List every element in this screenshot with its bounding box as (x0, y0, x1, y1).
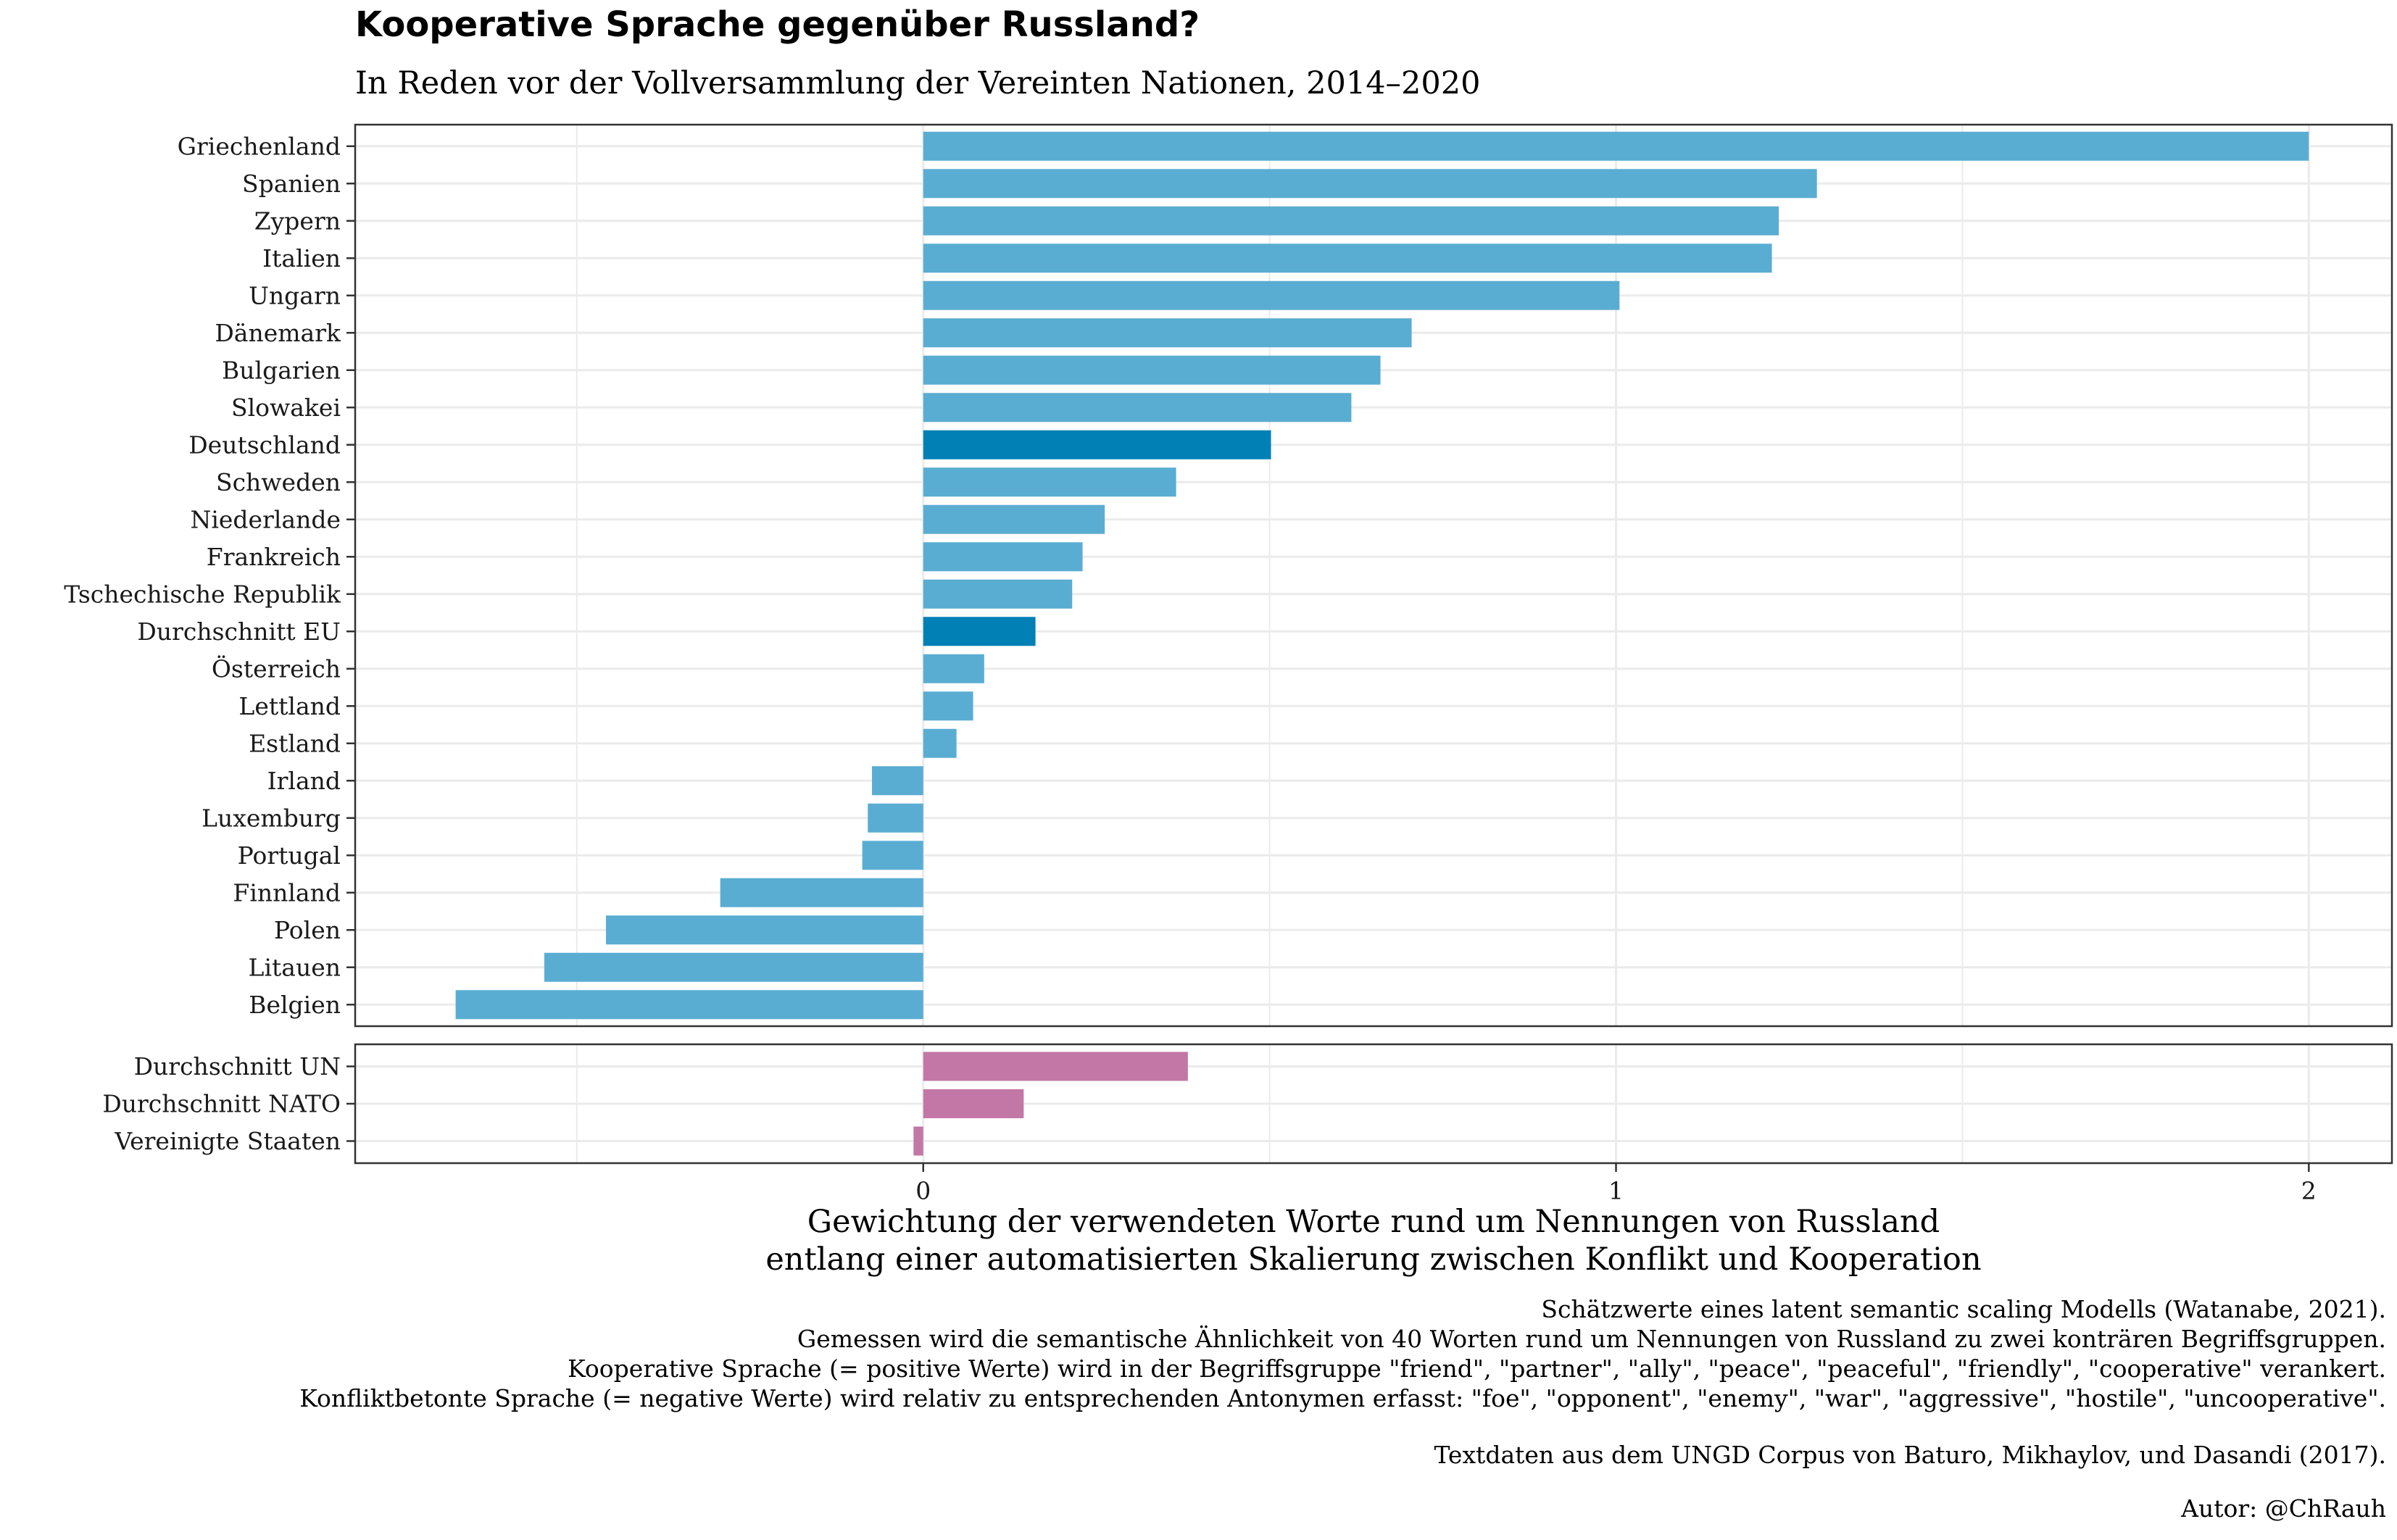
chart-title: Kooperative Sprache gegenüber Russland? (355, 4, 1200, 45)
y-tick-label: Vereinigte Staaten (114, 1127, 341, 1155)
bar-litauen (544, 952, 923, 982)
y-tick-label: Griechenland (178, 132, 341, 160)
bar-ungarn (923, 280, 1620, 310)
bar-italien (923, 244, 1772, 273)
y-tick-label: Italien (262, 244, 341, 272)
bar-frankreich (923, 542, 1083, 572)
bar-layer (455, 131, 2309, 1156)
bar-durchschnitt-eu (923, 617, 1036, 646)
caption-line: Schätzwerte eines latent semantic scalin… (1541, 1295, 2386, 1323)
bar-polen (605, 915, 923, 945)
author-credit: Autor: @ChRauh (2181, 1494, 2386, 1523)
x-tick-label: 0 (915, 1177, 931, 1205)
bar-vereinigte-staaten (913, 1126, 923, 1156)
bar-tschechische-republik (923, 579, 1073, 609)
x-axis-title-line1: Gewichtung der verwendeten Worte rund um… (807, 1204, 1940, 1240)
x-axis-title-line2: entlang einer automatisierten Skalierung… (765, 1241, 1982, 1278)
bar-griechenland (923, 131, 2309, 161)
bar-schweden (923, 467, 1176, 497)
caption-spacer (299, 1413, 2386, 1440)
caption-line: Gemessen wird die semantische Ähnlichkei… (797, 1325, 2386, 1353)
chart-subtitle: In Reden vor der Vollversammlung der Ver… (355, 65, 1481, 101)
y-tick-label: Polen (274, 916, 341, 944)
caption-line: Konfliktbetonte Sprache (= negative Wert… (299, 1384, 2386, 1412)
bar-bulgarien (923, 355, 1381, 385)
x-tick-label: 2 (2301, 1177, 2317, 1205)
bar-durchschnitt-un (923, 1052, 1188, 1081)
y-tick-label: Deutschland (188, 430, 341, 459)
y-tick-label: Durchschnitt UN (134, 1052, 341, 1081)
frame-layer (346, 123, 2393, 1172)
panel-border (354, 1043, 2393, 1165)
bar-niederlande (923, 504, 1105, 534)
bar-portugal (862, 841, 923, 870)
caption-line: Kooperative Sprache (= positive Werte) w… (568, 1354, 2386, 1383)
bar-belgien (455, 990, 923, 1020)
label-layer: Griechenland Spanien Zypern Italien Ungarn Dä… (64, 132, 2317, 1204)
y-tick-label: Irland (267, 767, 341, 795)
y-tick-label: Zypern (254, 207, 341, 235)
y-tick-label: Dänemark (215, 319, 341, 347)
x-tick-label: 1 (1608, 1177, 1624, 1205)
bar-spanien (923, 169, 1817, 199)
y-tick-label: Portugal (238, 841, 341, 870)
y-tick-label: Österreich (212, 654, 341, 683)
y-tick-label: Bulgarien (222, 356, 341, 384)
y-tick-label: Finnland (233, 878, 341, 907)
bar-finnland (720, 878, 923, 907)
y-tick-label: Tschechische Republik (64, 580, 341, 608)
bar-zypern (923, 206, 1779, 236)
y-tick-label: Luxemburg (202, 804, 341, 832)
panel-border (354, 123, 2393, 1028)
bar-luxemburg (868, 803, 923, 833)
x-axis-title: Gewichtung der verwendeten Worte rund um… (355, 1203, 2392, 1278)
y-tick-label: Lettland (238, 692, 341, 720)
y-tick-label: Schweden (216, 468, 341, 496)
caption-line: Textdaten aus dem UNGD Corpus von Baturo… (1434, 1441, 2386, 1469)
bar-estland (923, 728, 957, 758)
y-tick-label: Durchschnitt EU (137, 617, 341, 646)
caption: Schätzwerte eines latent semantic scalin… (299, 1294, 2386, 1470)
y-tick-label: Durchschnitt NATO (102, 1090, 341, 1118)
bar-deutschland (923, 430, 1271, 459)
y-tick-label: Ungarn (249, 281, 341, 309)
y-tick-label: Litauen (249, 953, 341, 981)
y-tick-label: Estland (249, 729, 341, 757)
bar-irland (872, 766, 923, 796)
bar-österreich (923, 654, 984, 683)
y-tick-label: Spanien (242, 170, 341, 198)
y-tick-label: Slowakei (231, 394, 341, 422)
bar-durchschnitt-nato (923, 1089, 1024, 1118)
bar-dänemark (923, 318, 1412, 348)
bar-slowakei (923, 393, 1352, 423)
bar-lettland (923, 691, 973, 721)
y-tick-label: Belgien (249, 991, 341, 1019)
y-tick-label: Frankreich (207, 543, 341, 571)
y-tick-label: Niederlande (190, 505, 341, 533)
